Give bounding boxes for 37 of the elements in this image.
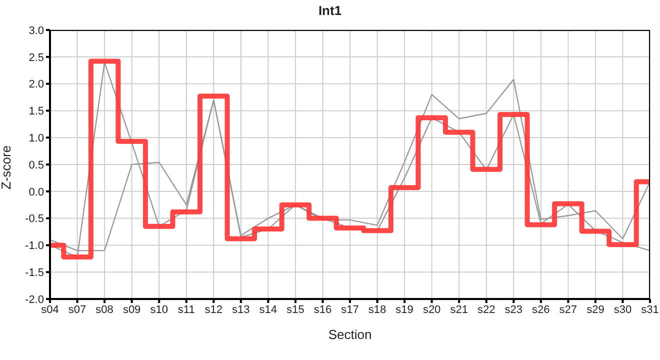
chart-title: Int1 xyxy=(317,2,343,20)
x-tick-label: s30 xyxy=(614,304,632,316)
x-tick-label: s08 xyxy=(96,304,114,316)
x-tick-label: s16 xyxy=(314,304,332,316)
x-tick-label: s23 xyxy=(504,304,523,316)
x-tick-label: s13 xyxy=(232,304,250,316)
y-tick-label: 2.5 xyxy=(28,52,44,64)
x-tick-label: s19 xyxy=(396,304,414,316)
x-tick-label: s12 xyxy=(204,304,223,316)
y-tick-label: 1.5 xyxy=(28,106,44,118)
y-tick-label: 1.0 xyxy=(28,132,44,145)
x-tick-label: s07 xyxy=(68,304,86,316)
x-tick-label: s10 xyxy=(150,304,168,316)
x-tick-label: s09 xyxy=(122,304,141,316)
x-tick-label: s14 xyxy=(259,304,278,316)
y-tick-label: -1.0 xyxy=(25,240,44,252)
y-tick-label: 0.0 xyxy=(28,186,44,198)
x-tick-label: s29 xyxy=(586,304,604,316)
x-tick-label: s21 xyxy=(450,304,468,316)
x-tick-label: s17 xyxy=(341,304,359,316)
x-tick-label: s31 xyxy=(641,304,659,316)
x-tick-label: s04 xyxy=(41,304,59,316)
y-tick-label: -1.5 xyxy=(25,267,44,280)
x-tick-label: s27 xyxy=(559,304,578,316)
y-tick-label: 2.0 xyxy=(28,78,44,91)
x-tick-label: s22 xyxy=(477,304,496,316)
x-axis-title: Section xyxy=(328,327,372,342)
y-tick-label: 0.5 xyxy=(28,159,44,172)
x-tick-label: s26 xyxy=(532,304,550,316)
x-tick-label: s11 xyxy=(178,304,195,316)
x-tick-label: s18 xyxy=(368,304,386,316)
y-tick-label: -0.5 xyxy=(25,213,44,226)
y-tick-label: 3.0 xyxy=(28,24,44,37)
y-axis-title: Z-score xyxy=(0,145,14,190)
x-tick-label: s20 xyxy=(422,304,441,316)
y-tick-label: -2.0 xyxy=(25,294,44,306)
x-tick-label: s15 xyxy=(286,304,304,316)
